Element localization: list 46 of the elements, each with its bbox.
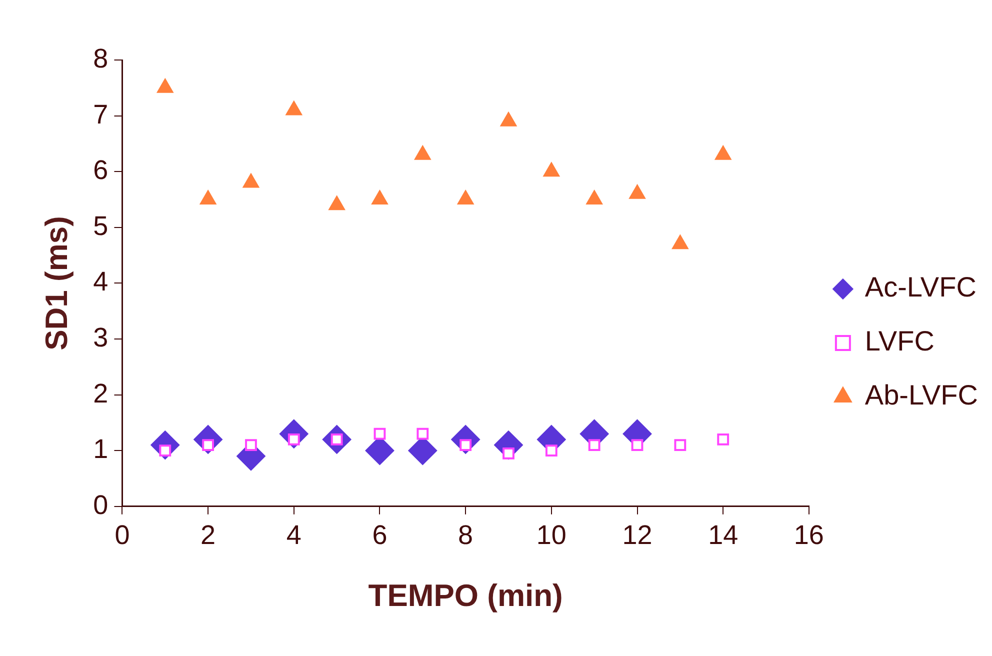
y-tick-label: 5 <box>93 210 108 241</box>
x-tick-label: 6 <box>372 520 388 550</box>
point <box>200 190 216 204</box>
x-tick-label: 8 <box>458 520 474 550</box>
point <box>586 190 603 204</box>
point <box>156 78 174 93</box>
x-tick-label: 0 <box>114 520 130 550</box>
legend-label: Ab-LVFC <box>864 380 978 411</box>
point <box>717 433 730 446</box>
point <box>242 173 260 188</box>
x-tick-label: 16 <box>794 520 824 550</box>
x-tick-label: 10 <box>536 520 566 550</box>
point <box>416 428 429 440</box>
y-tick-label: 0 <box>93 490 108 520</box>
point <box>457 190 474 204</box>
x-axis-title: TEMPO (min) <box>368 578 563 613</box>
y-tick-label: 6 <box>93 155 108 186</box>
x-tick-label: 14 <box>708 520 738 550</box>
point <box>672 234 688 250</box>
x-tick-label: 12 <box>622 520 652 550</box>
y-tick-label: 4 <box>93 266 108 297</box>
point <box>631 439 644 451</box>
x-tick-label: 4 <box>286 520 302 550</box>
y-tick-label: 8 <box>93 43 108 74</box>
point <box>245 439 257 451</box>
point <box>414 145 431 160</box>
point <box>374 428 386 440</box>
point <box>328 196 346 210</box>
y-tick-label: 1 <box>93 434 108 464</box>
y-axis-title: SD1 (ms) <box>39 216 74 350</box>
point <box>588 439 600 451</box>
point <box>500 112 517 126</box>
point <box>628 184 646 199</box>
point <box>371 190 388 204</box>
point <box>545 444 558 457</box>
legend-label: LVFC <box>864 326 934 357</box>
y-tick-label: 7 <box>93 99 108 130</box>
point <box>674 439 686 451</box>
x-tick-label: 2 <box>200 520 216 550</box>
point <box>286 100 302 116</box>
point <box>502 447 514 460</box>
y-tick-label: 2 <box>93 378 108 408</box>
y-tick-label: 3 <box>93 322 108 352</box>
legend-label: Ac-LVFC <box>864 272 976 303</box>
point <box>543 162 560 177</box>
point <box>714 145 732 160</box>
